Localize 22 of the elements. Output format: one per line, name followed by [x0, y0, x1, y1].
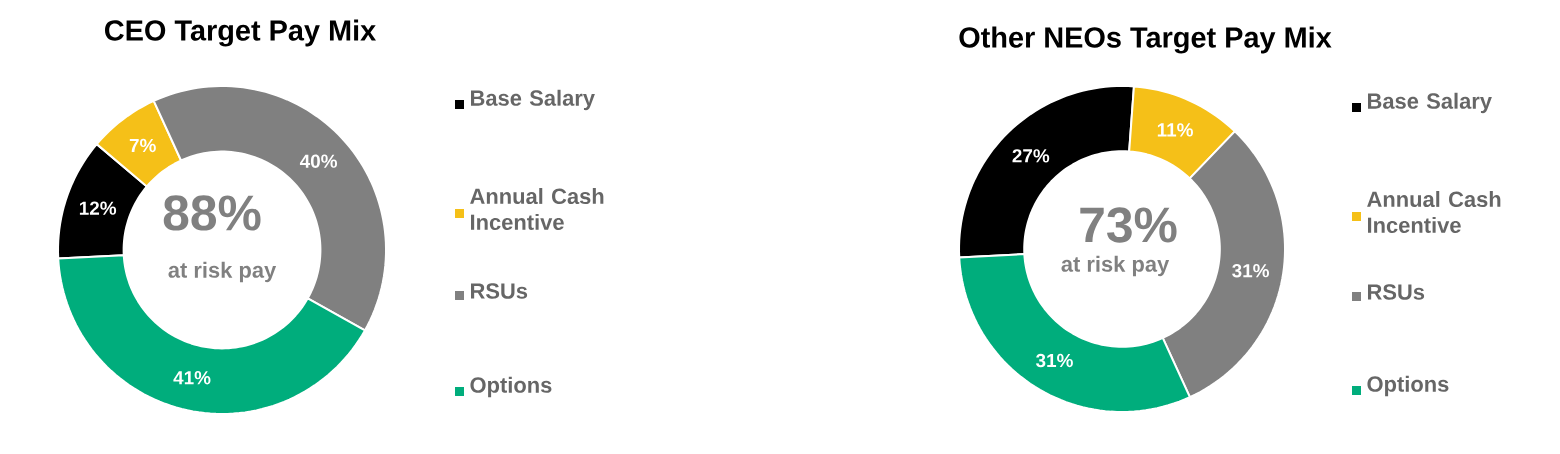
chart-title: Other NEOs Target Pay Mix [959, 26, 1332, 54]
data-label: 31% [1035, 353, 1073, 368]
text: at risk pay [1061, 255, 1170, 277]
legend-label: Annual Cash Incentive [470, 187, 604, 230]
legend-label: Base Salary [471, 89, 595, 111]
text: at risk pay [168, 261, 277, 283]
legend-label: Options [470, 376, 552, 398]
data-label: 27% [1012, 149, 1050, 163]
legend-label: Options [1367, 375, 1449, 397]
data-label: 7% [129, 138, 156, 153]
chart-title: CEO Target Pay Mix [105, 19, 376, 47]
legend-label: RSUs [471, 283, 528, 299]
text: 88% [163, 195, 261, 231]
data-label: 31% [1232, 264, 1270, 278]
data-label: 41% [173, 371, 211, 385]
legend-label: Annual Cash Incentive [1367, 190, 1501, 233]
legend-label: Base Salary [1367, 92, 1492, 114]
text: 73% [1080, 207, 1177, 243]
data-label: 12% [79, 201, 117, 215]
data-label: 40% [299, 154, 338, 168]
legend-label: RSUs [1367, 284, 1425, 300]
data-label: 11% [1157, 123, 1193, 137]
